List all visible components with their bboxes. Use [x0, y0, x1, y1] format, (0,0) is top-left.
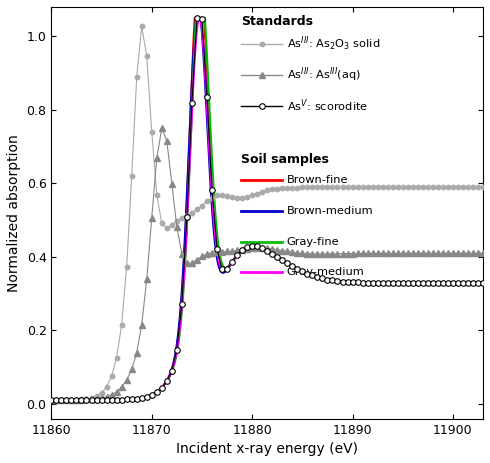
Text: Gray-medium: Gray-medium	[287, 268, 365, 277]
Text: As$^{V}$: scorodite: As$^{V}$: scorodite	[287, 97, 368, 114]
Y-axis label: Normalized absorption: Normalized absorption	[7, 134, 21, 292]
Text: Standards: Standards	[241, 15, 313, 28]
Text: Brown-medium: Brown-medium	[287, 206, 373, 216]
Text: As$^{III}$: As$^{III}$(aq): As$^{III}$: As$^{III}$(aq)	[287, 66, 361, 84]
Text: Brown-fine: Brown-fine	[287, 175, 348, 185]
Text: Soil samples: Soil samples	[241, 153, 329, 166]
Text: Gray-fine: Gray-fine	[287, 237, 339, 247]
Text: As$^{III}$: As$_2$O$_3$ solid: As$^{III}$: As$_2$O$_3$ solid	[287, 35, 380, 53]
X-axis label: Incident x-ray energy (eV): Incident x-ray energy (eV)	[176, 442, 358, 456]
